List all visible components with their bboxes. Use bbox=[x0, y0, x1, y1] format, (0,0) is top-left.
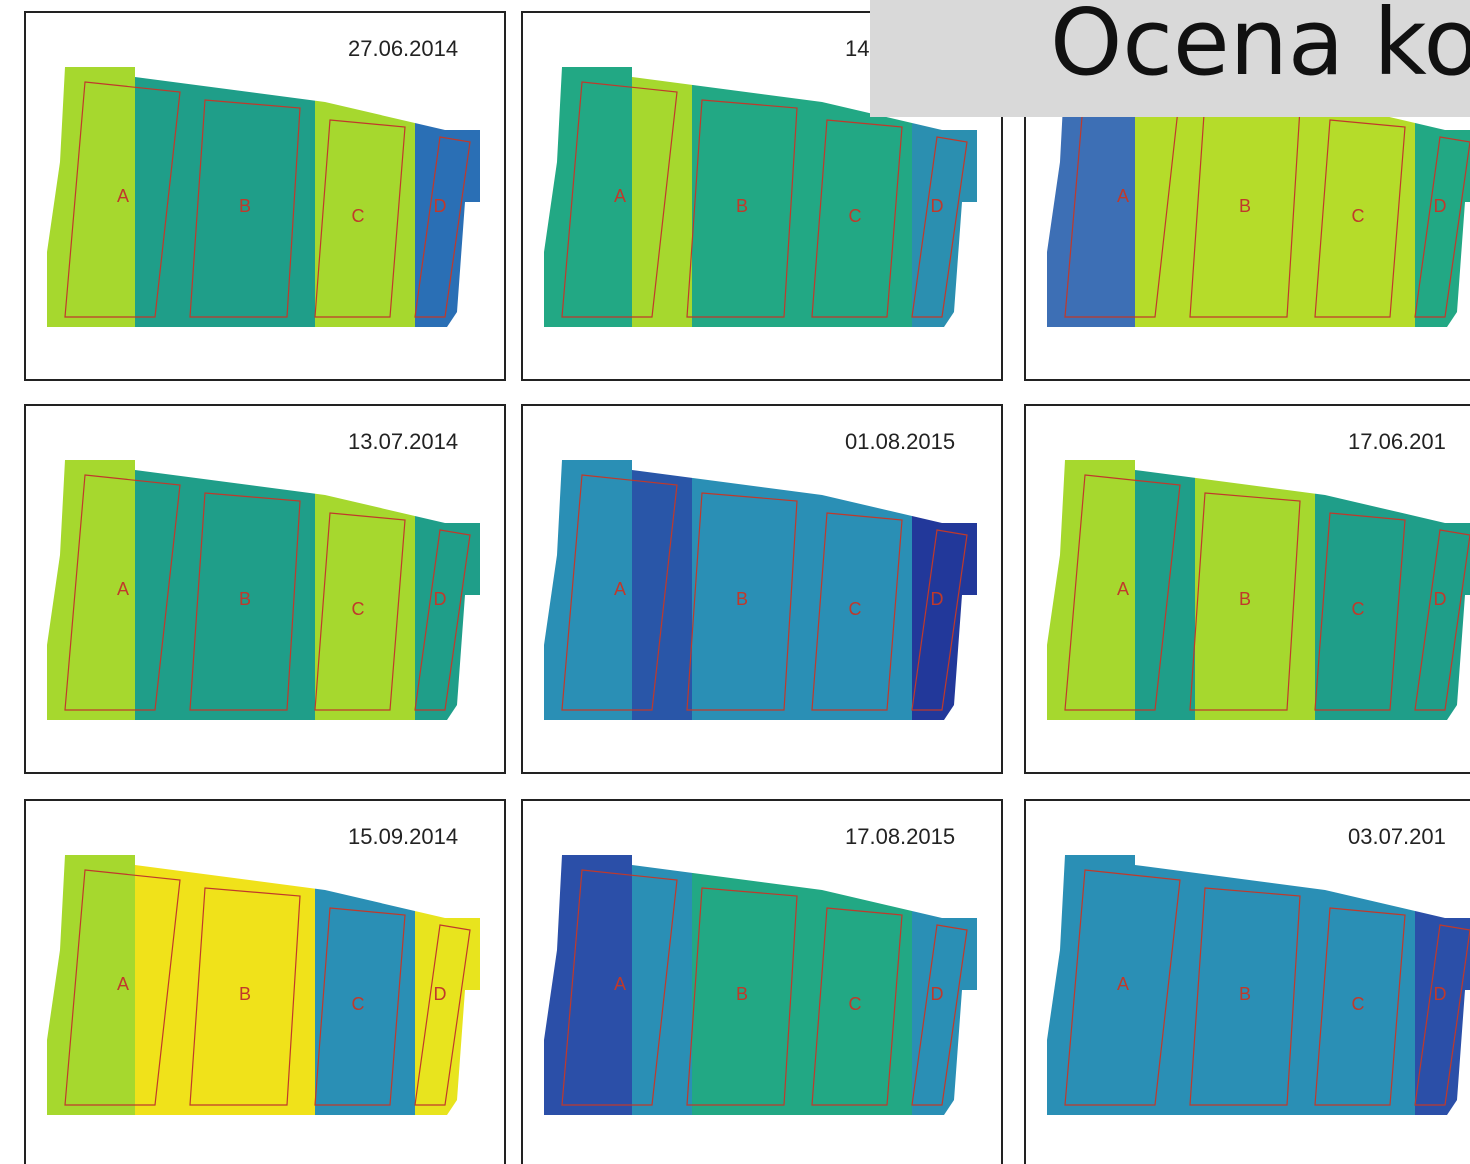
map-panel: A B C D 15.09.2014 bbox=[25, 800, 505, 1164]
plot-label: A bbox=[614, 186, 626, 206]
plot-label: C bbox=[1352, 599, 1365, 619]
plot-label: B bbox=[736, 589, 748, 609]
plot-label: B bbox=[1239, 196, 1251, 216]
map-panel: A B C D 17.08.2015 bbox=[522, 800, 1002, 1164]
plot-label: B bbox=[1239, 589, 1251, 609]
raster-zone bbox=[1135, 840, 1195, 1130]
slide-title: Ocena ko bbox=[1050, 0, 1470, 96]
plot-label: C bbox=[849, 994, 862, 1014]
plot-label: C bbox=[1352, 994, 1365, 1014]
plot-label: D bbox=[1434, 196, 1447, 216]
plot-label: C bbox=[849, 599, 862, 619]
panel-date: 15.09.2014 bbox=[348, 824, 458, 849]
plot-label: D bbox=[434, 984, 447, 1004]
plot-label: B bbox=[1239, 984, 1251, 1004]
plot-label: D bbox=[931, 984, 944, 1004]
plot-label: A bbox=[1117, 974, 1129, 994]
plot-label: A bbox=[614, 974, 626, 994]
plot-label: D bbox=[1434, 589, 1447, 609]
slide: A B C D 27.06.2014 A B C D 14 A B C D A B C D 13.07.2014 A B… bbox=[0, 0, 1470, 1164]
plot-label: D bbox=[931, 589, 944, 609]
map-panel: A B C D 17.06.201 bbox=[1025, 405, 1470, 773]
map-panel: A B C D 03.07.201 bbox=[1025, 800, 1470, 1164]
panel-date: 17.06.201 bbox=[1348, 429, 1446, 454]
plot-label: A bbox=[117, 186, 129, 206]
map-panel: A B C D 13.07.2014 bbox=[25, 405, 505, 773]
raster-zone bbox=[632, 445, 692, 735]
plot-label: C bbox=[352, 206, 365, 226]
plot-label: B bbox=[736, 984, 748, 1004]
plot-label: C bbox=[849, 206, 862, 226]
plot-label: A bbox=[117, 579, 129, 599]
plot-label: B bbox=[239, 589, 251, 609]
map-panel: A B C D 27.06.2014 bbox=[25, 12, 505, 380]
panel-date: 01.08.2015 bbox=[845, 429, 955, 454]
plot-label: B bbox=[239, 196, 251, 216]
plot-label: B bbox=[736, 196, 748, 216]
raster-zone bbox=[632, 52, 692, 342]
plot-label: C bbox=[1352, 206, 1365, 226]
raster-zone bbox=[1135, 445, 1195, 735]
plot-label: D bbox=[434, 196, 447, 216]
raster-zone bbox=[135, 840, 195, 1130]
map-panel: A B C D 01.08.2015 bbox=[522, 405, 1002, 773]
plot-label: D bbox=[1434, 984, 1447, 1004]
plot-label: C bbox=[352, 994, 365, 1014]
panel-date: 14 bbox=[845, 36, 869, 61]
plot-label: C bbox=[352, 599, 365, 619]
plot-label: D bbox=[931, 196, 944, 216]
panel-date: 27.06.2014 bbox=[348, 36, 458, 61]
plot-label: A bbox=[1117, 186, 1129, 206]
raster-zone bbox=[135, 445, 195, 735]
plot-label: B bbox=[239, 984, 251, 1004]
raster-zone bbox=[632, 840, 692, 1130]
panel-date: 03.07.201 bbox=[1348, 824, 1446, 849]
plot-label: A bbox=[117, 974, 129, 994]
plot-label: D bbox=[434, 589, 447, 609]
plot-label: A bbox=[614, 579, 626, 599]
panel-date: 17.08.2015 bbox=[845, 824, 955, 849]
plot-label: A bbox=[1117, 579, 1129, 599]
panels: A B C D 27.06.2014 A B C D 14 A B C D A B C D 13.07.2014 A B… bbox=[25, 12, 1470, 1164]
panel-date: 13.07.2014 bbox=[348, 429, 458, 454]
raster-zone bbox=[135, 52, 195, 342]
